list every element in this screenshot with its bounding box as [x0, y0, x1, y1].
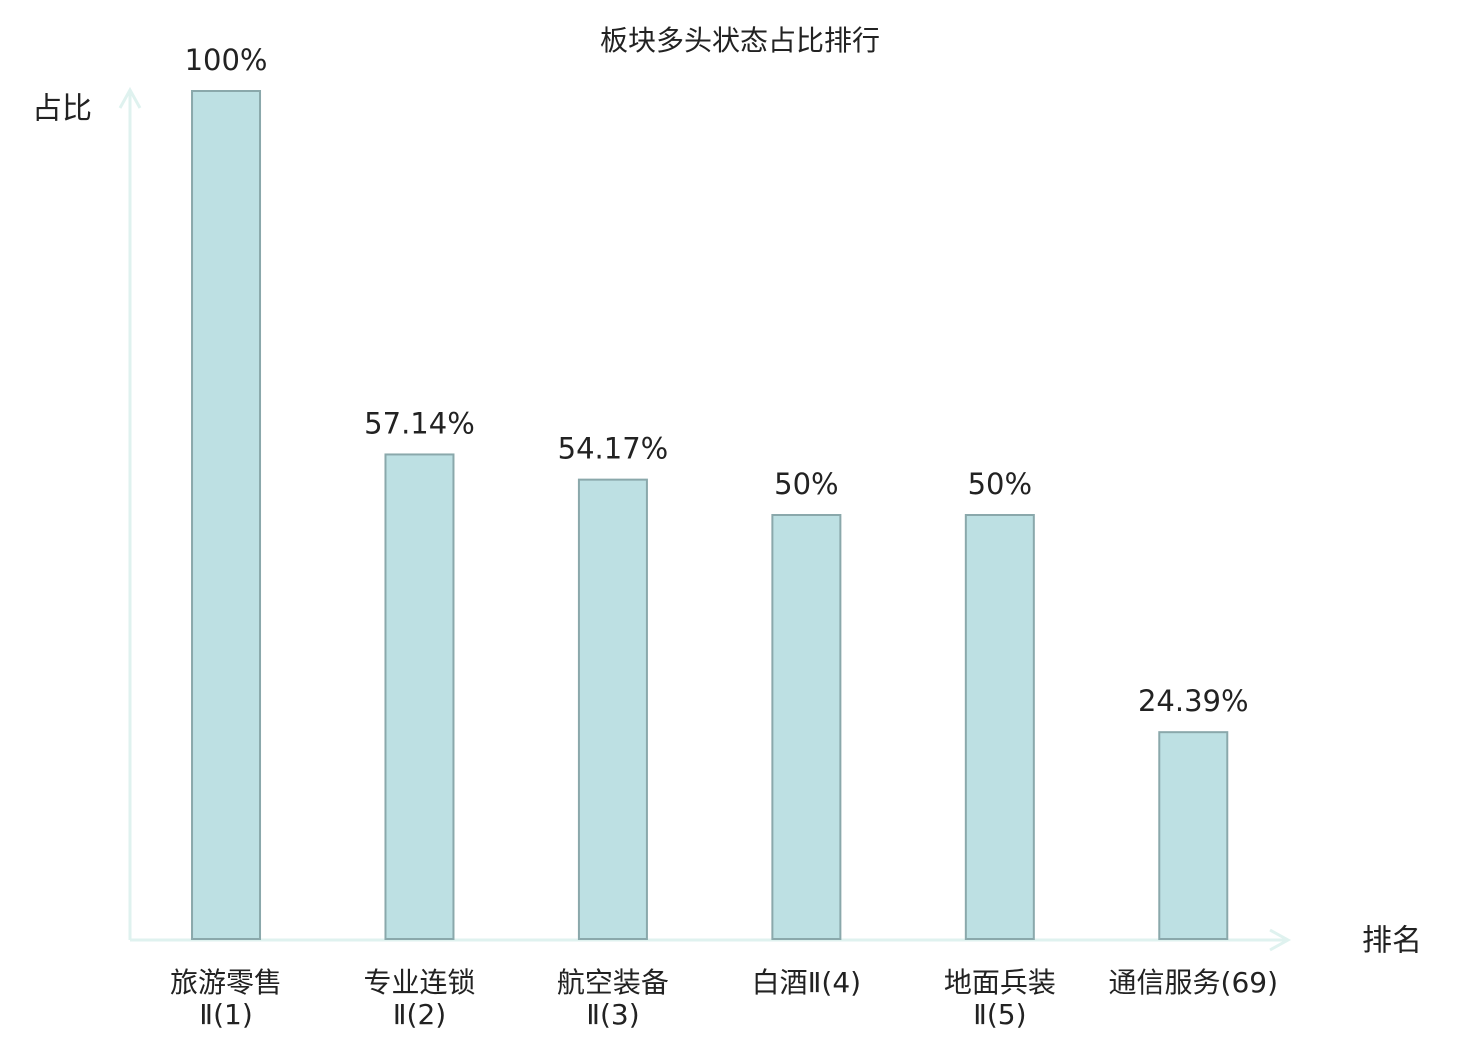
value-label: 50%: [774, 467, 838, 501]
bar: [964, 514, 1035, 940]
value-label: 50%: [968, 467, 1032, 501]
value-label: 100%: [185, 43, 268, 77]
x-tick-label: 地面兵装: [944, 966, 1056, 999]
x-tick-label: Ⅱ(1): [199, 998, 252, 1031]
bar: [384, 453, 455, 940]
x-tick-label: Ⅱ(5): [973, 998, 1026, 1031]
x-tick-label: Ⅱ(2): [393, 998, 446, 1031]
x-tick-label: 通信服务(69): [1109, 966, 1278, 999]
x-axis-label: 排名: [1362, 924, 1422, 959]
bar: [771, 514, 842, 940]
y-axis-label: 占比: [32, 92, 92, 127]
x-tick-label: 专业连锁: [363, 966, 475, 999]
value-label: 57.14%: [364, 406, 475, 440]
bar: [577, 478, 648, 940]
axes: [118, 86, 1292, 952]
bar: [1158, 731, 1229, 940]
x-tick-label: 白酒Ⅱ(4): [752, 966, 861, 999]
value-label: 24.39%: [1138, 684, 1249, 718]
value-label: 54.17%: [558, 432, 669, 466]
x-tick-label: Ⅱ(3): [586, 998, 639, 1031]
bar: [191, 90, 262, 940]
chart-title: 板块多头状态占比排行: [600, 24, 880, 57]
x-tick-label: 旅游零售: [170, 966, 282, 999]
x-tick-label: 航空装备: [557, 966, 669, 999]
